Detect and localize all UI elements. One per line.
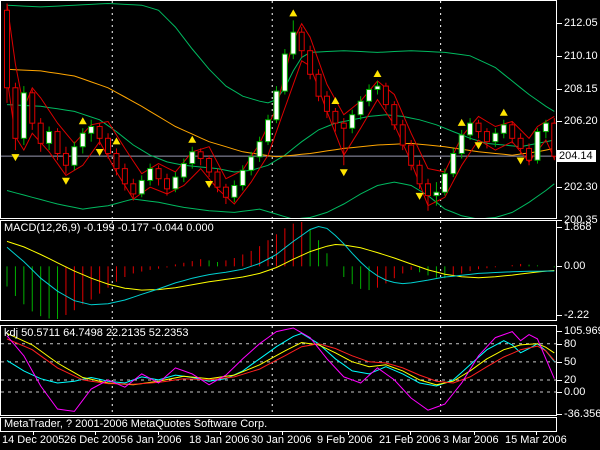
kdj-axis-label: 20 [564,373,577,386]
fractal-up-arrow-icon [373,70,382,78]
kdj-axis-label: 50 [564,355,577,368]
time-axis-tick [95,431,96,435]
axis-tick [557,392,562,394]
time-axis-tick [220,431,221,435]
main-chart-pane[interactable] [0,0,557,219]
time-axis-tick [158,431,159,435]
time-axis-label: 30 Jan 2006 [251,434,312,446]
kdj-indicator-label: kdj 50.5711 64.7498 22.2135 52.2353 [4,327,189,339]
time-axis-label: 6 Jan 2006 [127,434,182,446]
fractal-up-arrow-icon [457,118,466,126]
time-axis-tick [536,431,537,435]
kdj-axis-label: 80 [564,337,577,350]
price-axis-label: 206.20 [564,115,598,128]
time-axis-label: 21 Feb 2006 [379,434,441,446]
fractal-up-arrow-icon [499,108,508,116]
macd-canvas[interactable] [1,221,556,320]
time-axis-label: 14 Dec 2005 [2,434,65,446]
axis-tick [557,227,562,228]
fractal-down-arrow-icon [61,177,70,185]
axis-tick [557,88,562,90]
time-axis-label: 15 Mar 2006 [505,434,567,446]
copyright-bar: MetaTrader, ? 2001-2006 MetaQuotes Softw… [0,417,557,432]
kdj-axis-label: -36.3566 [564,408,600,420]
time-axis-label: 18 Jan 2006 [189,434,250,446]
fractal-down-arrow-icon [95,149,104,157]
macd-axis-label: 1.868 [564,221,592,233]
copyright-text: MetaTrader, ? 2001-2006 MetaQuotes Softw… [4,418,268,430]
kdj-pane[interactable]: kdj 50.5711 64.7498 22.2135 52.2353 [0,325,557,416]
time-axis-label: 3 Mar 2006 [443,434,499,446]
axis-tick [557,414,562,415]
fractal-down-arrow-icon [415,192,424,200]
axis-tick [557,187,562,189]
axis-tick [557,266,562,268]
time-axis-tick [410,431,411,435]
axis-tick [557,22,562,24]
macd-axis-label: -2.22 [564,309,590,321]
fractal-up-arrow-icon [78,117,87,125]
time-axis-tick [348,431,349,435]
fractal-down-arrow-icon [205,181,214,189]
time-axis-tick [33,431,34,435]
price-axis-label: 210.10 [564,49,598,62]
kdj-canvas[interactable] [1,326,556,415]
axis-tick [557,331,562,332]
fractal-down-arrow-icon [339,169,348,177]
axis-tick [557,379,562,381]
price-axis-label: 212.05 [564,16,598,29]
fractal-down-arrow-icon [11,154,20,162]
time-axis-label: 9 Feb 2006 [317,434,373,446]
fractal-up-arrow-icon [188,135,197,143]
price-axis-label: 208.15 [564,82,598,95]
macd-pane[interactable]: MACD(12,26,9) -0.199 -0.177 -0.044 0.000 [0,220,557,321]
axis-tick [557,55,562,57]
macd-indicator-label: MACD(12,26,9) -0.199 -0.177 -0.044 0.000 [4,222,214,234]
price-axis-label: 202.30 [564,181,598,194]
fractal-up-arrow-icon [289,9,298,17]
fractal-down-arrow-icon [516,157,525,165]
price-axis-label: 200.35 [564,214,598,227]
macd-axis-label: 0.00 [564,260,586,273]
fractal-up-arrow-icon [331,96,340,104]
axis-tick [557,220,562,222]
price-chart-canvas[interactable] [1,1,556,218]
time-axis-label: 26 Dec 2005 [64,434,127,446]
kdj-axis-label: 105.9694 [564,325,600,337]
axis-tick [557,121,562,123]
kdj-axis-label: 0.00 [564,386,586,399]
axis-tick [557,343,562,345]
fractal-down-arrow-icon [474,142,483,150]
price-axis[interactable]: 204.14 212.05 210.10 208.15 206.20 202.30 200… [557,0,600,450]
time-axis-tick [474,431,475,435]
time-axis[interactable]: 14 Dec 2005 26 Dec 2005 6 Jan 2006 18 Jan 2… [0,431,600,450]
axis-tick [557,361,562,363]
time-axis-tick [282,431,283,435]
current-price-tag: 204.14 [557,150,596,163]
axis-tick [557,315,562,316]
fractal-up-arrow-icon [112,137,121,145]
